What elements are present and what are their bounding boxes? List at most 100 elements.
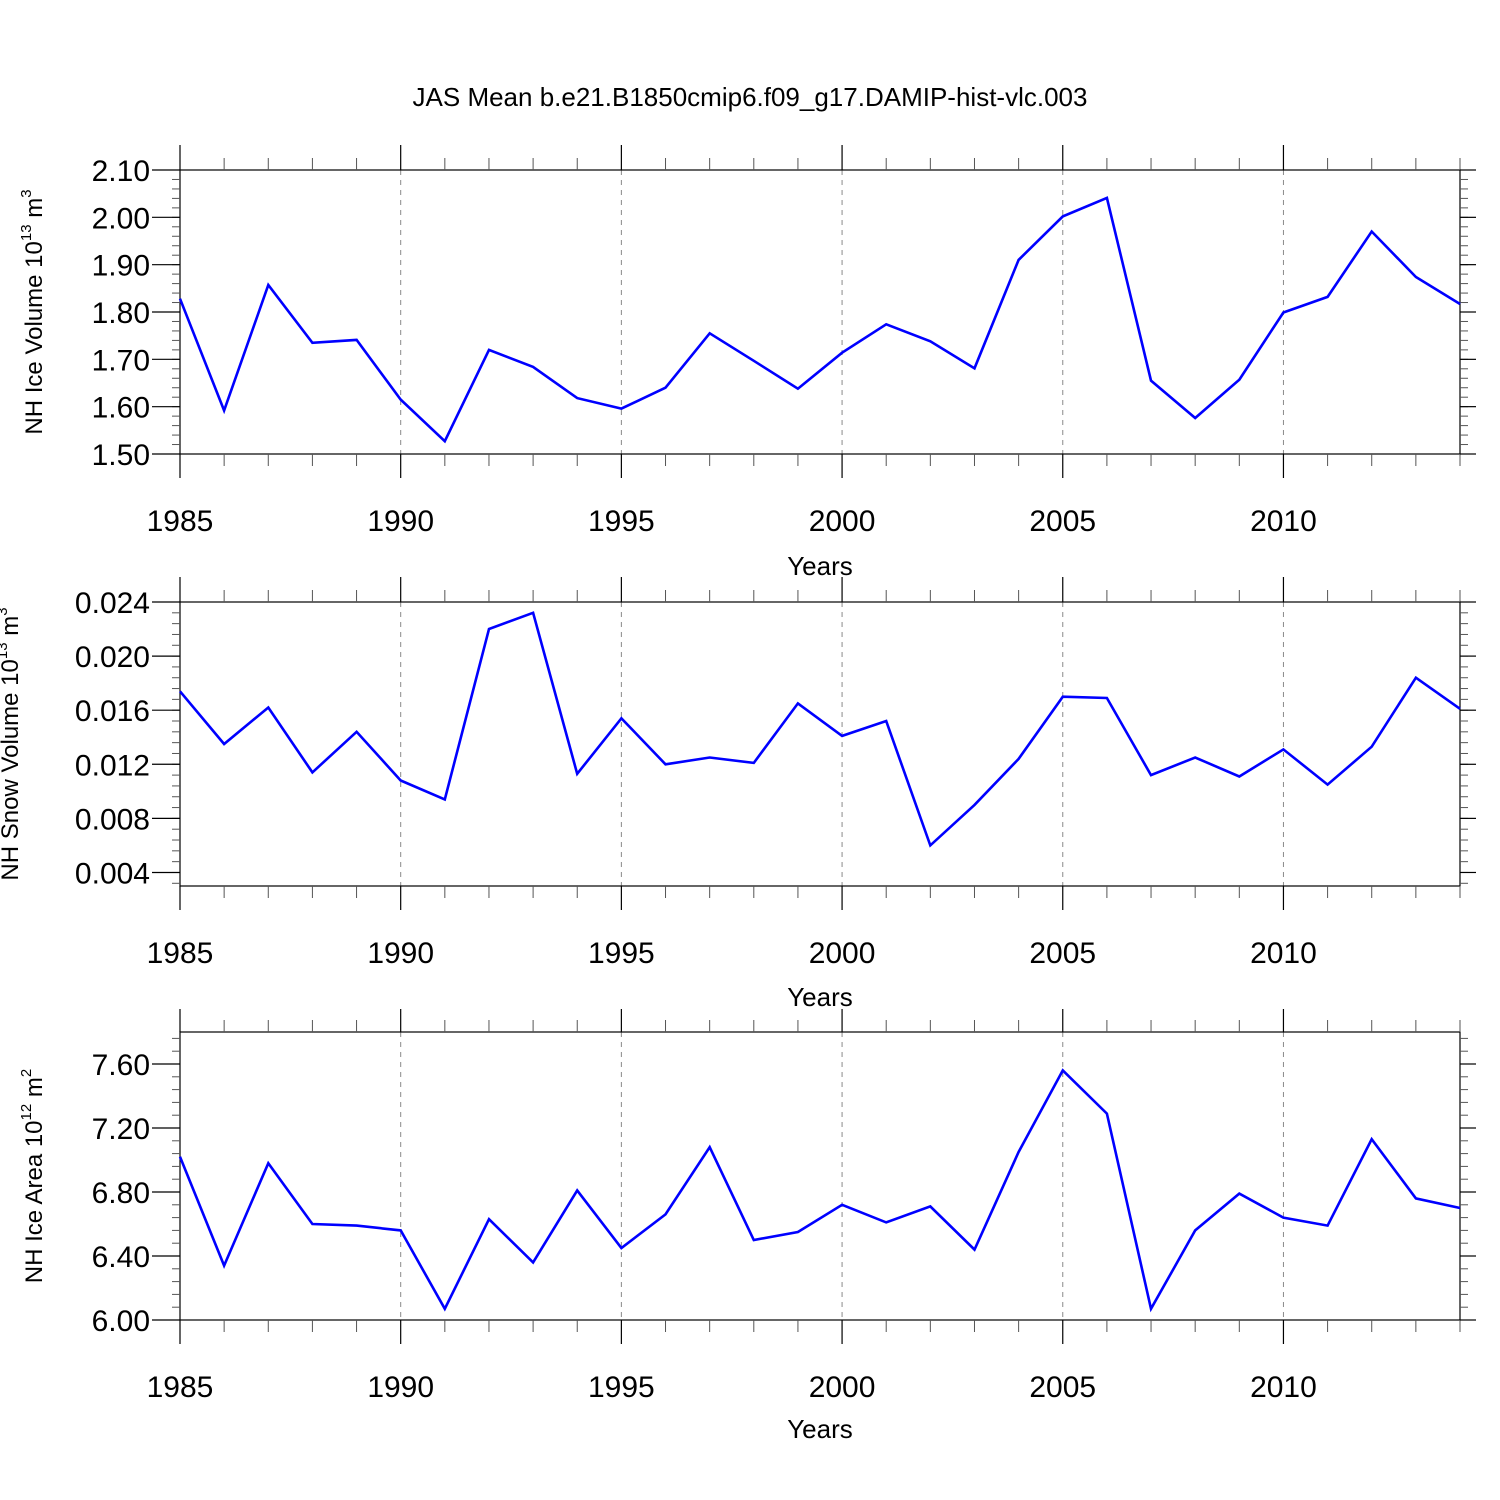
y-tick-label: 0.004 xyxy=(75,857,150,890)
data-point xyxy=(178,689,182,693)
data-point xyxy=(1061,1068,1065,1072)
y-axis-label-exponent: 13 xyxy=(0,642,11,659)
data-point xyxy=(796,387,800,391)
y-axis-label-text: NH Snow Volume 10 xyxy=(0,659,24,880)
data-point xyxy=(1458,1206,1462,1210)
x-axis-label: Years xyxy=(787,982,853,1012)
y-axis-label-exponent: 12 xyxy=(18,1104,35,1121)
data-point xyxy=(355,1224,359,1228)
data-point xyxy=(1017,258,1021,262)
data-point xyxy=(531,611,535,615)
y-tick-label: 1.60 xyxy=(92,392,150,425)
y-axis-label-unit-exponent: 2 xyxy=(18,1069,35,1077)
data-point xyxy=(1105,696,1109,700)
data-point xyxy=(1326,1224,1330,1228)
y-tick-label: 1.70 xyxy=(92,344,150,377)
data-point xyxy=(664,762,668,766)
x-tick-label: 1995 xyxy=(588,1371,655,1404)
data-point xyxy=(355,338,359,342)
data-point xyxy=(840,1203,844,1207)
x-axis-label: Years xyxy=(787,551,853,581)
data-point xyxy=(1017,757,1021,761)
x-tick-label: 2005 xyxy=(1029,505,1096,538)
data-point xyxy=(310,1222,314,1226)
data-point xyxy=(1149,379,1153,383)
data-point xyxy=(752,359,756,363)
y-tick-label: 0.024 xyxy=(75,587,150,620)
data-point xyxy=(1237,378,1241,382)
data-point xyxy=(487,1217,491,1221)
y-tick-label: 0.008 xyxy=(75,803,150,836)
data-point xyxy=(972,1248,976,1252)
data-point xyxy=(1370,230,1374,234)
x-tick-label: 2000 xyxy=(809,937,876,970)
data-point xyxy=(222,408,226,412)
data-point xyxy=(1370,1137,1374,1141)
data-point xyxy=(1193,416,1197,420)
y-tick-label: 1.90 xyxy=(92,250,150,283)
data-point xyxy=(575,772,579,776)
x-tick-label: 2010 xyxy=(1250,1371,1317,1404)
x-tick-label: 1995 xyxy=(588,937,655,970)
series-line xyxy=(178,1068,1461,1313)
data-point xyxy=(531,1260,535,1264)
data-point xyxy=(310,770,314,774)
data-point xyxy=(1414,1196,1418,1200)
y-tick-label: 6.80 xyxy=(92,1177,150,1210)
data-point xyxy=(1237,1192,1241,1196)
data-point xyxy=(222,742,226,746)
data-point xyxy=(884,322,888,326)
data-point xyxy=(487,627,491,631)
data-point xyxy=(928,339,932,343)
data-point xyxy=(178,1155,182,1159)
data-point xyxy=(619,1246,623,1250)
y-tick-label: 0.020 xyxy=(75,641,150,674)
y-axis-label: NH Snow Volume 1013 m3 xyxy=(0,607,24,880)
series-line xyxy=(179,611,1461,848)
data-point xyxy=(399,398,403,402)
data-point xyxy=(1458,302,1462,306)
data-point xyxy=(1370,745,1374,749)
data-point xyxy=(619,407,623,411)
y-tick-label: 7.60 xyxy=(92,1049,150,1082)
data-point xyxy=(796,701,800,705)
plot-frame xyxy=(179,169,1461,455)
data-point xyxy=(443,797,447,801)
data-point xyxy=(752,761,756,765)
y-axis-label-text: NH Ice Area 10 xyxy=(21,1120,48,1283)
data-point xyxy=(443,1307,447,1311)
data-point xyxy=(266,1161,270,1165)
panel-2: 0.004 0.008 0.012 0.016 0.020 0.024 1985 1990 19… xyxy=(0,577,1476,1012)
series-line xyxy=(178,196,1461,444)
data-point xyxy=(178,297,182,301)
data-point xyxy=(575,396,579,400)
data-point xyxy=(1193,1228,1197,1232)
data-point xyxy=(664,1212,668,1216)
data-point xyxy=(575,1188,579,1192)
data-point xyxy=(1326,295,1330,299)
data-point xyxy=(1061,695,1065,699)
y-axis-label-exponent: 13 xyxy=(18,224,35,241)
panel-1: 1.50 1.60 1.70 1.80 1.90 2.00 2.10 1985 1990 1995… xyxy=(18,145,1476,581)
data-point xyxy=(399,1228,403,1232)
data-point xyxy=(531,365,535,369)
data-point xyxy=(266,705,270,709)
x-tick-label: 1990 xyxy=(367,1371,434,1404)
data-point xyxy=(1281,1216,1285,1220)
data-point xyxy=(708,1145,712,1149)
panel-3: 6.00 6.40 6.80 7.20 7.60 1985 1990 1995 2000 2005… xyxy=(18,1009,1476,1444)
data-point xyxy=(1281,310,1285,314)
x-tick-label: 1995 xyxy=(588,505,655,538)
data-point xyxy=(1326,783,1330,787)
x-tick-label: 1985 xyxy=(147,1371,214,1404)
data-point xyxy=(1061,214,1065,218)
data-point xyxy=(1149,773,1153,777)
data-point xyxy=(796,1230,800,1234)
data-point xyxy=(840,734,844,738)
data-point xyxy=(1237,774,1241,778)
x-axis-label: Years xyxy=(787,1414,853,1444)
chart-title: JAS Mean b.e21.B1850cmip6.f09_g17.DAMIP-… xyxy=(413,82,1088,112)
y-axis-label: NH Ice Volume 1013 m3 xyxy=(18,189,48,434)
data-point xyxy=(1281,747,1285,751)
x-tick-label: 1985 xyxy=(147,505,214,538)
